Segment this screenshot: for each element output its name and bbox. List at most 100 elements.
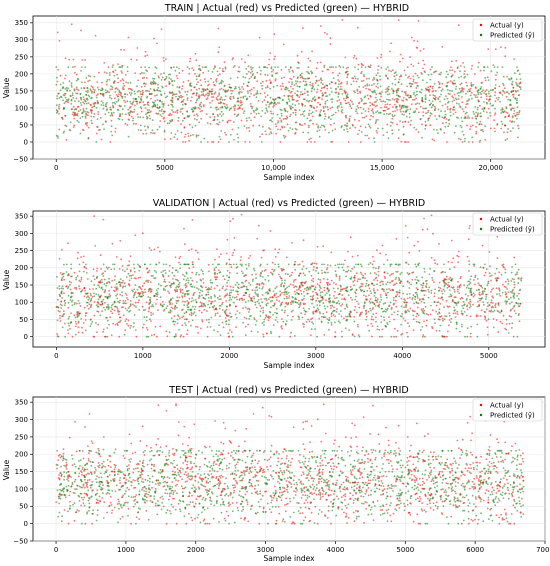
- predicted-point: [229, 86, 232, 89]
- predicted-point: [59, 303, 62, 306]
- predicted-point: [148, 66, 151, 69]
- predicted-point: [159, 90, 162, 92]
- actual-point: [417, 302, 420, 305]
- actual-point: [198, 64, 201, 67]
- actual-point: [198, 104, 201, 107]
- actual-point: [113, 309, 116, 312]
- predicted-point: [445, 70, 448, 73]
- actual-point: [440, 290, 443, 292]
- actual-point: [114, 286, 116, 288]
- predicted-point: [301, 72, 303, 75]
- predicted-point: [310, 263, 312, 266]
- predicted-point: [304, 84, 306, 87]
- predicted-point: [359, 263, 362, 266]
- actual-point: [183, 227, 185, 230]
- actual-point: [456, 288, 459, 291]
- predicted-point: [128, 119, 131, 121]
- predicted-point: [476, 335, 479, 338]
- predicted-point: [466, 103, 469, 105]
- actual-point: [373, 272, 376, 274]
- predicted-point: [368, 329, 370, 332]
- predicted-point: [429, 112, 432, 114]
- actual-point: [473, 265, 475, 267]
- predicted-point: [373, 89, 376, 92]
- actual-point: [459, 65, 462, 67]
- predicted-point: [375, 111, 377, 114]
- actual-point: [385, 106, 388, 108]
- actual-point: [278, 300, 281, 302]
- actual-point: [308, 109, 311, 112]
- actual-point: [84, 81, 86, 84]
- actual-point: [207, 84, 209, 87]
- predicted-point: [490, 274, 493, 277]
- predicted-point: [483, 69, 485, 72]
- predicted-point: [213, 118, 216, 121]
- predicted-point: [237, 104, 240, 107]
- predicted-point: [488, 98, 491, 101]
- actual-point: [518, 82, 521, 85]
- predicted-point: [469, 290, 471, 292]
- predicted-point: [389, 112, 392, 115]
- actual-point: [132, 296, 135, 299]
- actual-point: [93, 215, 96, 218]
- predicted-point: [138, 89, 140, 92]
- actual-point: [144, 129, 147, 132]
- actual-point: [412, 318, 415, 320]
- predicted-point: [292, 111, 295, 114]
- predicted-point: [255, 96, 258, 99]
- predicted-point: [508, 114, 510, 116]
- predicted-point: [151, 92, 153, 95]
- chart-title: VALIDATION | Actual (red) vs Predicted (…: [153, 198, 425, 209]
- predicted-point: [474, 96, 477, 98]
- actual-point: [384, 103, 387, 106]
- actual-point: [349, 236, 352, 239]
- predicted-point: [147, 104, 150, 106]
- actual-point: [516, 111, 518, 114]
- actual-point: [492, 296, 494, 299]
- predicted-point: [103, 128, 105, 131]
- actual-point: [484, 79, 487, 82]
- actual-point: [353, 316, 356, 318]
- actual-point: [339, 101, 342, 104]
- actual-point: [275, 296, 278, 299]
- predicted-point: [452, 106, 455, 109]
- actual-point: [363, 75, 365, 78]
- predicted-point: [380, 315, 383, 318]
- predicted-point: [215, 80, 218, 83]
- predicted-point: [448, 295, 451, 298]
- predicted-point: [132, 97, 135, 100]
- actual-point: [62, 310, 65, 313]
- actual-point: [198, 309, 201, 312]
- actual-point: [260, 256, 263, 259]
- predicted-point: [151, 81, 154, 84]
- actual-point: [368, 287, 371, 290]
- actual-point: [326, 264, 329, 266]
- actual-point: [311, 296, 314, 298]
- predicted-point: [229, 312, 232, 315]
- actual-point: [394, 110, 396, 113]
- predicted-point: [118, 89, 121, 92]
- actual-point: [162, 60, 165, 62]
- actual-point: [218, 256, 221, 258]
- actual-point: [102, 218, 105, 221]
- predicted-point: [353, 266, 356, 268]
- actual-point: [324, 112, 326, 115]
- predicted-point: [333, 295, 335, 297]
- actual-point: [197, 297, 200, 300]
- predicted-point: [302, 131, 305, 134]
- actual-point: [205, 319, 208, 321]
- predicted-point: [328, 297, 330, 300]
- actual-point: [332, 282, 335, 284]
- actual-point: [197, 81, 199, 83]
- predicted-point: [298, 103, 300, 105]
- predicted-point: [400, 106, 403, 109]
- actual-point: [226, 285, 229, 288]
- predicted-point: [489, 102, 492, 105]
- predicted-point: [330, 141, 333, 143]
- actual-point: [259, 304, 262, 307]
- predicted-point: [316, 307, 319, 310]
- predicted-point: [298, 263, 301, 266]
- actual-point: [450, 317, 453, 320]
- actual-point: [190, 311, 193, 314]
- predicted-point: [420, 88, 423, 91]
